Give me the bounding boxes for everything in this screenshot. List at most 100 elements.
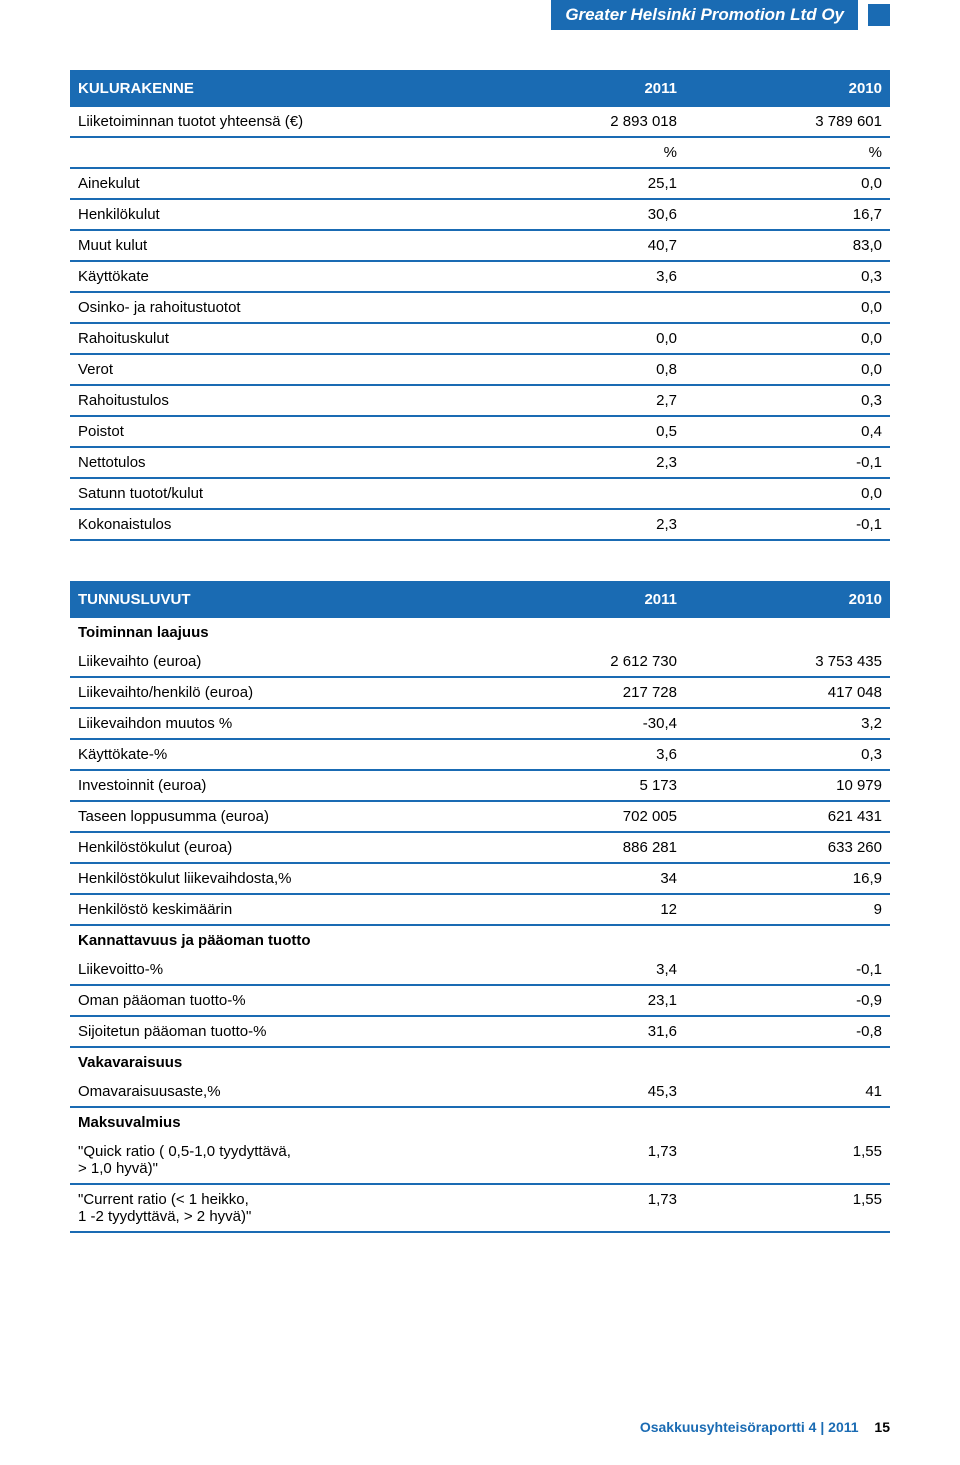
row-value-1: 217 728 bbox=[480, 677, 685, 708]
table-row: Kokonaistulos2,3-0,1 bbox=[70, 509, 890, 540]
kulurakenne-table-block: KULURAKENNE 2011 2010 Liiketoiminnan tuo… bbox=[70, 70, 890, 541]
row-value-2: 0,0 bbox=[685, 354, 890, 385]
row-value-1: -30,4 bbox=[480, 708, 685, 739]
row-label: Henkilöstökulut liikevaihdosta,% bbox=[70, 863, 480, 894]
table-row: Liikevaihto (euroa)2 612 7303 753 435 bbox=[70, 647, 890, 677]
row-label: Oman pääoman tuotto-% bbox=[70, 985, 480, 1016]
row-value-2: 16,7 bbox=[685, 199, 890, 230]
table-row: Investoinnit (euroa)5 17310 979 bbox=[70, 770, 890, 801]
table-row: Kannattavuus ja pääoman tuotto bbox=[70, 925, 890, 955]
row-value-1: 1,73 bbox=[480, 1184, 685, 1232]
row-value-2: 633 260 bbox=[685, 832, 890, 863]
row-value-1: 31,6 bbox=[480, 1016, 685, 1047]
table-row: Nettotulos2,3-0,1 bbox=[70, 447, 890, 478]
row-label: Liikevaihdon muutos % bbox=[70, 708, 480, 739]
row-value-2: % bbox=[685, 137, 890, 168]
row-label: Sijoitetun pääoman tuotto-% bbox=[70, 1016, 480, 1047]
row-label: Ainekulut bbox=[70, 168, 480, 199]
row-value-2: 3 789 601 bbox=[685, 107, 890, 137]
row-value-2: 10 979 bbox=[685, 770, 890, 801]
table-row: Toiminnan laajuus bbox=[70, 618, 890, 647]
table-row: Sijoitetun pääoman tuotto-%31,6-0,8 bbox=[70, 1016, 890, 1047]
table-row: Ainekulut25,10,0 bbox=[70, 168, 890, 199]
row-value-2: -0,9 bbox=[685, 985, 890, 1016]
table-row: Vakavaraisuus bbox=[70, 1047, 890, 1077]
row-value-1: 23,1 bbox=[480, 985, 685, 1016]
row-value-2: -0,1 bbox=[685, 509, 890, 540]
row-label: Vakavaraisuus bbox=[70, 1047, 480, 1077]
table-row: Liiketoiminnan tuotot yhteensä (€)2 893 … bbox=[70, 107, 890, 137]
row-value-1: 1,73 bbox=[480, 1137, 685, 1184]
row-value-2: 0,0 bbox=[685, 323, 890, 354]
row-value-2: 0,0 bbox=[685, 478, 890, 509]
table-row: Taseen loppusumma (euroa)702 005621 431 bbox=[70, 801, 890, 832]
row-value-1: 30,6 bbox=[480, 199, 685, 230]
row-value-2: -0,1 bbox=[685, 955, 890, 985]
row-value-2: 41 bbox=[685, 1077, 890, 1107]
row-label: Nettotulos bbox=[70, 447, 480, 478]
table-row: Henkilöstökulut liikevaihdosta,%3416,9 bbox=[70, 863, 890, 894]
row-value-2: 417 048 bbox=[685, 677, 890, 708]
row-value-1 bbox=[480, 1047, 685, 1077]
row-value-1 bbox=[480, 925, 685, 955]
row-label: Satunn tuotot/kulut bbox=[70, 478, 480, 509]
row-label: Käyttökate bbox=[70, 261, 480, 292]
row-label: Rahoituskulut bbox=[70, 323, 480, 354]
row-value-1 bbox=[480, 618, 685, 647]
row-label: Muut kulut bbox=[70, 230, 480, 261]
row-label: Investoinnit (euroa) bbox=[70, 770, 480, 801]
row-value-2: 16,9 bbox=[685, 863, 890, 894]
table-row: Liikevaihto/henkilö (euroa)217 728417 04… bbox=[70, 677, 890, 708]
row-value-1 bbox=[480, 1107, 685, 1137]
table-header-row: TUNNUSLUVUT 2011 2010 bbox=[70, 581, 890, 618]
row-value-2 bbox=[685, 618, 890, 647]
row-value-2 bbox=[685, 1107, 890, 1137]
table-row: Henkilöstökulut (euroa)886 281633 260 bbox=[70, 832, 890, 863]
row-value-1: 0,0 bbox=[480, 323, 685, 354]
page-footer: Osakkuusyhteisöraportti 4 | 2011 15 bbox=[640, 1419, 890, 1435]
row-value-1: 3,6 bbox=[480, 261, 685, 292]
row-value-1: 5 173 bbox=[480, 770, 685, 801]
row-value-1: 3,6 bbox=[480, 739, 685, 770]
row-label: Taseen loppusumma (euroa) bbox=[70, 801, 480, 832]
table-row: Liikevaihdon muutos %-30,43,2 bbox=[70, 708, 890, 739]
row-value-1: 2 612 730 bbox=[480, 647, 685, 677]
row-value-2: 0,0 bbox=[685, 292, 890, 323]
table-row: Verot0,80,0 bbox=[70, 354, 890, 385]
table-row: Satunn tuotot/kulut 0,0 bbox=[70, 478, 890, 509]
table-row: "Current ratio (< 1 heikko, 1 -2 tyydytt… bbox=[70, 1184, 890, 1232]
row-label: Kannattavuus ja pääoman tuotto bbox=[70, 925, 480, 955]
table-header-row: KULURAKENNE 2011 2010 bbox=[70, 70, 890, 107]
row-value-1: 2 893 018 bbox=[480, 107, 685, 137]
row-value-2: 3,2 bbox=[685, 708, 890, 739]
kulurakenne-table: KULURAKENNE 2011 2010 Liiketoiminnan tuo… bbox=[70, 70, 890, 541]
row-value-2: 1,55 bbox=[685, 1137, 890, 1184]
row-label: Maksuvalmius bbox=[70, 1107, 480, 1137]
table-row: Muut kulut40,783,0 bbox=[70, 230, 890, 261]
row-value-2: 0,0 bbox=[685, 168, 890, 199]
row-label: Rahoitustulos bbox=[70, 385, 480, 416]
table-row: Poistot0,50,4 bbox=[70, 416, 890, 447]
row-value-2 bbox=[685, 1047, 890, 1077]
table-row: Maksuvalmius bbox=[70, 1107, 890, 1137]
table-row: "Quick ratio ( 0,5-1,0 tyydyttävä, > 1,0… bbox=[70, 1137, 890, 1184]
row-value-2: -0,8 bbox=[685, 1016, 890, 1047]
table-row: Oman pääoman tuotto-%23,1-0,9 bbox=[70, 985, 890, 1016]
row-value-1: 2,3 bbox=[480, 447, 685, 478]
row-value-1: 886 281 bbox=[480, 832, 685, 863]
col-year-1: 2010 bbox=[685, 70, 890, 107]
row-value-1: 12 bbox=[480, 894, 685, 925]
row-value-2: 1,55 bbox=[685, 1184, 890, 1232]
row-label: Toiminnan laajuus bbox=[70, 618, 480, 647]
row-label bbox=[70, 137, 480, 168]
row-value-1: 34 bbox=[480, 863, 685, 894]
row-label: Käyttökate-% bbox=[70, 739, 480, 770]
footer-page-number: 15 bbox=[874, 1419, 890, 1435]
tunnusluvut-table: TUNNUSLUVUT 2011 2010 Toiminnan laajuusL… bbox=[70, 581, 890, 1233]
row-value-2: 0,3 bbox=[685, 261, 890, 292]
table-row: Käyttökate-%3,60,3 bbox=[70, 739, 890, 770]
row-value-1: 702 005 bbox=[480, 801, 685, 832]
row-value-2: 83,0 bbox=[685, 230, 890, 261]
row-value-2: 621 431 bbox=[685, 801, 890, 832]
table-row: %% bbox=[70, 137, 890, 168]
